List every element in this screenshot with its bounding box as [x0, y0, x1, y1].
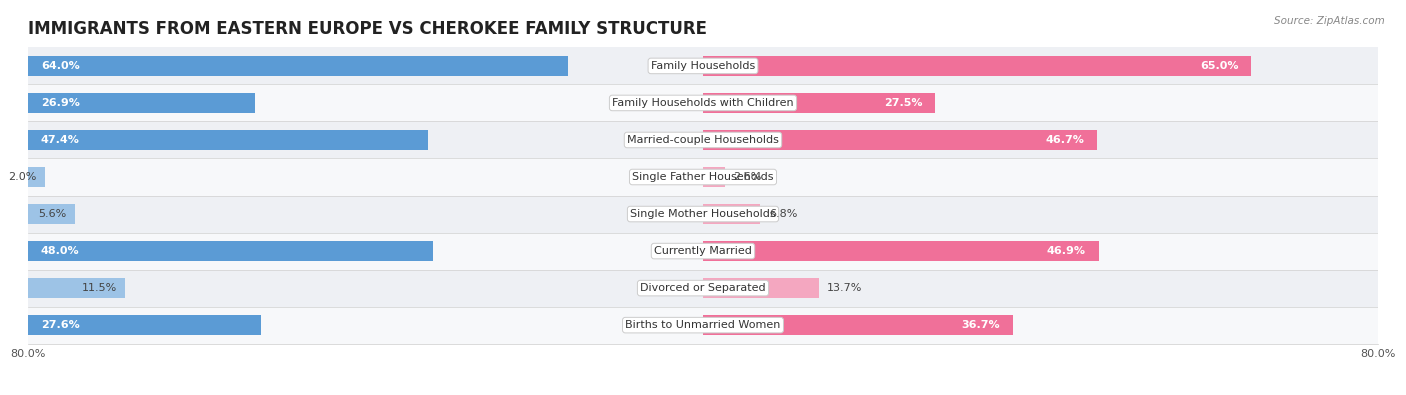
Bar	[28, 196, 1378, 233]
Text: Divorced or Separated: Divorced or Separated	[640, 283, 766, 293]
Bar	[703, 130, 1097, 150]
Bar	[28, 158, 1378, 196]
Text: 46.9%: 46.9%	[1047, 246, 1085, 256]
Text: Source: ZipAtlas.com: Source: ZipAtlas.com	[1274, 16, 1385, 26]
Text: Married-couple Households: Married-couple Households	[627, 135, 779, 145]
Text: IMMIGRANTS FROM EASTERN EUROPE VS CHEROKEE FAMILY STRUCTURE: IMMIGRANTS FROM EASTERN EUROPE VS CHEROK…	[28, 19, 707, 38]
Bar	[703, 278, 818, 298]
Bar	[703, 167, 725, 187]
Bar	[28, 307, 1378, 344]
Text: 27.6%: 27.6%	[41, 320, 80, 330]
Bar	[703, 315, 1012, 335]
Text: Family Households with Children: Family Households with Children	[612, 98, 794, 108]
Bar	[28, 93, 254, 113]
Text: Single Mother Households: Single Mother Households	[630, 209, 776, 219]
Bar	[28, 121, 1378, 158]
Text: 5.6%: 5.6%	[39, 209, 67, 219]
Bar	[703, 241, 1098, 261]
Bar	[703, 204, 761, 224]
Bar	[28, 47, 1378, 85]
Bar	[703, 93, 935, 113]
Text: 48.0%: 48.0%	[41, 246, 79, 256]
Text: 11.5%: 11.5%	[82, 283, 117, 293]
Bar	[28, 233, 1378, 269]
Text: 36.7%: 36.7%	[962, 320, 1000, 330]
Text: 2.0%: 2.0%	[8, 172, 37, 182]
Bar	[28, 278, 125, 298]
Text: 26.9%: 26.9%	[41, 98, 80, 108]
Text: 6.8%: 6.8%	[769, 209, 797, 219]
Text: Currently Married: Currently Married	[654, 246, 752, 256]
Bar	[28, 56, 568, 76]
Bar	[28, 130, 427, 150]
Bar	[28, 204, 76, 224]
Text: 47.4%: 47.4%	[41, 135, 80, 145]
Text: 2.6%: 2.6%	[734, 172, 762, 182]
Text: Family Households: Family Households	[651, 61, 755, 71]
Bar	[703, 56, 1251, 76]
Text: 27.5%: 27.5%	[884, 98, 922, 108]
Bar	[28, 269, 1378, 307]
Text: 64.0%: 64.0%	[41, 61, 80, 71]
Text: Single Father Households: Single Father Households	[633, 172, 773, 182]
Bar	[28, 167, 45, 187]
Text: 65.0%: 65.0%	[1201, 61, 1239, 71]
Text: 13.7%: 13.7%	[827, 283, 862, 293]
Text: 46.7%: 46.7%	[1046, 135, 1084, 145]
Text: Births to Unmarried Women: Births to Unmarried Women	[626, 320, 780, 330]
Bar	[28, 85, 1378, 121]
Bar	[28, 241, 433, 261]
Bar	[28, 315, 262, 335]
